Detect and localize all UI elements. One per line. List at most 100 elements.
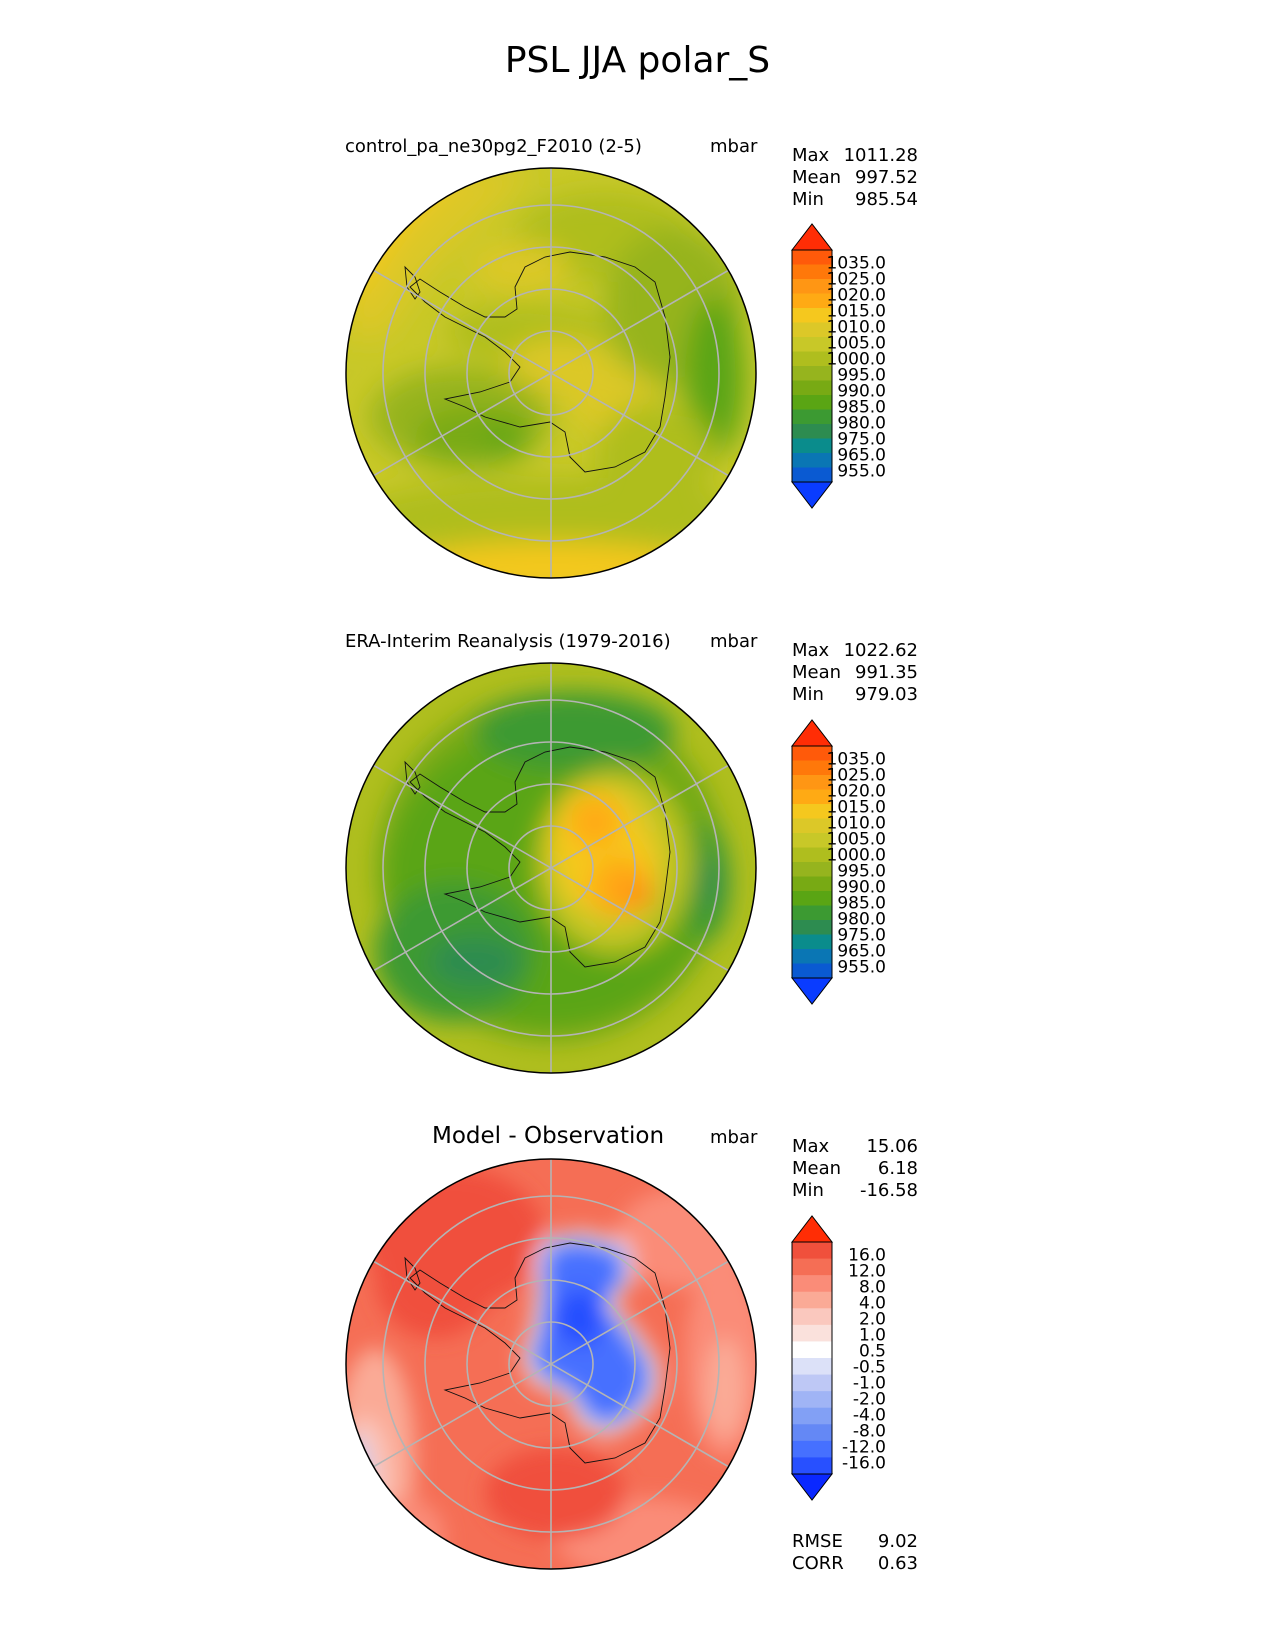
colorbar-segment xyxy=(792,395,832,410)
colorbar-tick-label: 0.5 xyxy=(859,1342,886,1362)
colorbar-segment xyxy=(792,1440,832,1458)
colorbar-extend-min xyxy=(790,977,834,1005)
colorbar-segment xyxy=(792,760,832,776)
colorbar-segment xyxy=(792,789,832,805)
stat-name: Min xyxy=(792,189,824,210)
colorbar-segment xyxy=(792,804,832,819)
colorbar-tick-label: -16.0 xyxy=(842,1454,886,1474)
stat-name: Mean xyxy=(792,662,842,683)
colorbar-tick-label: 1015.0 xyxy=(827,798,886,818)
stat-value: 979.03 xyxy=(855,684,918,705)
colorbar-tick-label: 955.0 xyxy=(837,958,886,978)
colorbar-tick-label: 985.0 xyxy=(837,894,886,914)
colorbar-tick-label: 985.0 xyxy=(837,398,886,418)
panel-1-colorbar: 1035.0 1025.0 1020.0 1015.0 1010.0 1005.0 1000… xyxy=(790,222,930,526)
colorbar-segment xyxy=(792,920,832,935)
colorbar-segment xyxy=(792,337,832,352)
colorbar-tick-label: 995.0 xyxy=(837,862,886,882)
colorbar-segment xyxy=(792,467,832,483)
colorbar-tick-label: -0.5 xyxy=(853,1358,886,1378)
colorbar-segment xyxy=(792,746,832,761)
colorbar-outline xyxy=(791,1241,833,1475)
colorbar-segment xyxy=(792,366,832,381)
colorbar-tick-label: -1.0 xyxy=(853,1374,886,1394)
panel-2-units: mbar xyxy=(710,631,758,652)
stat-value: 991.35 xyxy=(855,662,918,683)
colorbar-segment xyxy=(792,1457,832,1475)
panel-2-stats: Max 1022.62 Mean 991.35 Min 979.03 xyxy=(792,640,918,706)
colorbar-segment xyxy=(792,424,832,439)
colorbar-segment xyxy=(792,1407,832,1425)
colorbar-tick-label: 12.0 xyxy=(848,1262,886,1282)
colorbar-segment xyxy=(792,1275,832,1293)
stat-name: Mean xyxy=(792,167,842,188)
colorbar-tick-label: 990.0 xyxy=(837,878,886,898)
stat-name: Min xyxy=(792,1180,824,1201)
panel-3-units: mbar xyxy=(710,1127,758,1148)
colorbar-tick-label: 1015.0 xyxy=(827,302,886,322)
colorbar-tick-label: 16.0 xyxy=(848,1246,886,1266)
colorbar-tick-label: 965.0 xyxy=(837,446,886,466)
colorbar-tick-label: 2.0 xyxy=(859,1310,886,1330)
colorbar-tick-label: -12.0 xyxy=(842,1438,886,1458)
stat-value: 997.52 xyxy=(855,167,918,188)
stat-value: 9.02 xyxy=(877,1531,918,1552)
colorbar-segment xyxy=(792,1424,832,1442)
colorbar-segment xyxy=(792,934,832,950)
colorbar-segment xyxy=(792,293,832,309)
colorbar-outline xyxy=(791,249,833,483)
panel-3-title: Model - Observation xyxy=(432,1123,665,1149)
colorbar-tick-label: 955.0 xyxy=(837,462,886,482)
stat-name: Mean xyxy=(792,1158,842,1179)
colorbar-tick-label: 965.0 xyxy=(837,942,886,962)
colorbar-tick-label: 1025.0 xyxy=(827,766,886,786)
colorbar-extend-max xyxy=(790,223,834,251)
colorbar-tick-label: 980.0 xyxy=(837,910,886,930)
colorbar-segment xyxy=(792,1258,832,1276)
colorbar-segment xyxy=(792,1242,832,1260)
colorbar-segment xyxy=(792,833,832,848)
stat-name: Max xyxy=(792,145,830,166)
stat-name: RMSE xyxy=(792,1531,843,1552)
panel-1-units: mbar xyxy=(710,136,758,157)
colorbar-tick-label: -4.0 xyxy=(853,1406,886,1426)
stat-value: 6.18 xyxy=(877,1158,918,1179)
colorbar-segment xyxy=(792,818,832,834)
colorbar-extend-min xyxy=(790,1473,834,1501)
panel-1-map xyxy=(345,167,757,579)
stat-value: 0.63 xyxy=(877,1553,918,1574)
stat-value: 985.54 xyxy=(855,189,918,210)
colorbar-segment xyxy=(792,351,832,367)
stat-name: Min xyxy=(792,684,824,705)
figure-title: PSL JJA polar_S xyxy=(504,40,771,81)
colorbar-segment xyxy=(792,438,832,454)
colorbar-tick-label: 1.0 xyxy=(859,1326,886,1346)
panel-3-map xyxy=(345,1158,757,1570)
colorbar-tick-label: 1020.0 xyxy=(827,286,886,306)
panel-3-stats: Max 15.06 Mean 6.18 Min -16.58 xyxy=(792,1136,918,1202)
colorbar-segment xyxy=(792,891,832,906)
colorbar-segment xyxy=(792,1391,832,1409)
colorbar-segment xyxy=(792,264,832,280)
colorbar-segment xyxy=(792,308,832,323)
panel-2-colorbar: 1035.0 1025.0 1020.0 1015.0 1010.0 1005.0 1000… xyxy=(790,718,930,1022)
stat-name: CORR xyxy=(792,1553,844,1574)
colorbar-tick-label: 1005.0 xyxy=(827,334,886,354)
colorbar-tick-label: 990.0 xyxy=(837,382,886,402)
colorbar-tick-label: 1035.0 xyxy=(827,254,886,274)
colorbar-segment xyxy=(792,250,832,265)
stat-name: Max xyxy=(792,1136,830,1157)
colorbar-segment xyxy=(792,847,832,863)
colorbar-segment xyxy=(792,1341,832,1359)
colorbar-segment xyxy=(792,862,832,877)
colorbar-tick-label: 980.0 xyxy=(837,414,886,434)
colorbar-segment xyxy=(792,905,832,921)
colorbar-tick-label: 1005.0 xyxy=(827,830,886,850)
stat-value: 15.06 xyxy=(866,1136,918,1157)
panel-1-title: control_pa_ne30pg2_F2010 (2-5) xyxy=(345,136,642,157)
panel-2-title: ERA-Interim Reanalysis (1979-2016) xyxy=(345,631,671,652)
colorbar-segment xyxy=(792,409,832,425)
stat-name: Max xyxy=(792,640,830,661)
colorbar-tick-label: 1010.0 xyxy=(827,814,886,834)
colorbar-segment xyxy=(792,380,832,396)
